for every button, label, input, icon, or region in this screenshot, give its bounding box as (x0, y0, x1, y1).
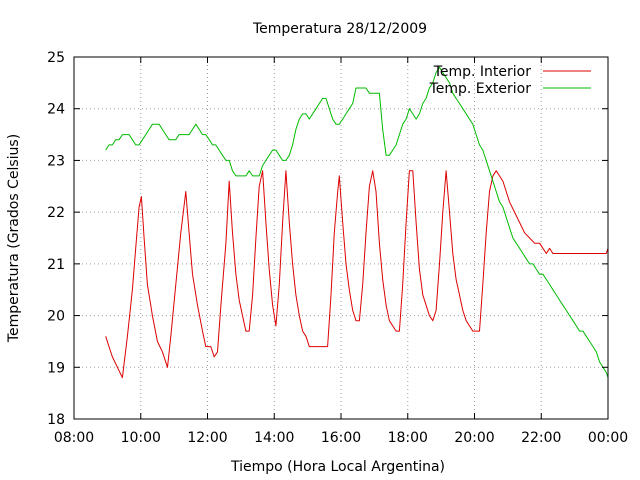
x-tick-label: 22:00 (521, 430, 561, 446)
x-tick-label: 12:00 (187, 430, 227, 446)
legend-label-interior: Temp. Interior (433, 64, 532, 80)
y-tick-label: 22 (47, 205, 65, 221)
grid (74, 57, 608, 419)
axis-ticks: 08:00 10:00 12:00 14:00 16:00 18:00 20:00 22:00… (47, 50, 628, 446)
y-tick-label: 21 (47, 257, 65, 273)
series-line-interior (105, 170, 609, 379)
y-tick-label: 25 (47, 50, 65, 66)
y-tick-label: 24 (47, 102, 65, 118)
y-axis-label: Temperatura (Grados Celsius) (6, 134, 22, 343)
x-tick-label: 16:00 (321, 430, 361, 446)
y-tick-label: 18 (47, 412, 65, 428)
y-tick-label: 19 (47, 360, 65, 376)
chart-title: Temperatura 28/12/2009 (252, 21, 427, 37)
x-tick-label: 10:00 (121, 430, 161, 446)
x-tick-label: 20:00 (454, 430, 494, 446)
x-tick-label: 18:00 (388, 430, 428, 446)
x-tick-label: 08:00 (54, 430, 94, 446)
y-tick-label: 23 (47, 153, 65, 169)
x-axis-label: Tiempo (Hora Local Argentina) (230, 459, 445, 475)
legend: Temp. Interior Temp. Exterior (429, 64, 591, 97)
x-tick-label: 00:00 (588, 430, 628, 446)
series-lines (105, 66, 609, 379)
legend-label-exterior: Temp. Exterior (429, 81, 532, 97)
series-line-exterior (105, 66, 609, 378)
y-tick-label: 20 (47, 309, 65, 325)
x-tick-label: 14:00 (254, 430, 294, 446)
